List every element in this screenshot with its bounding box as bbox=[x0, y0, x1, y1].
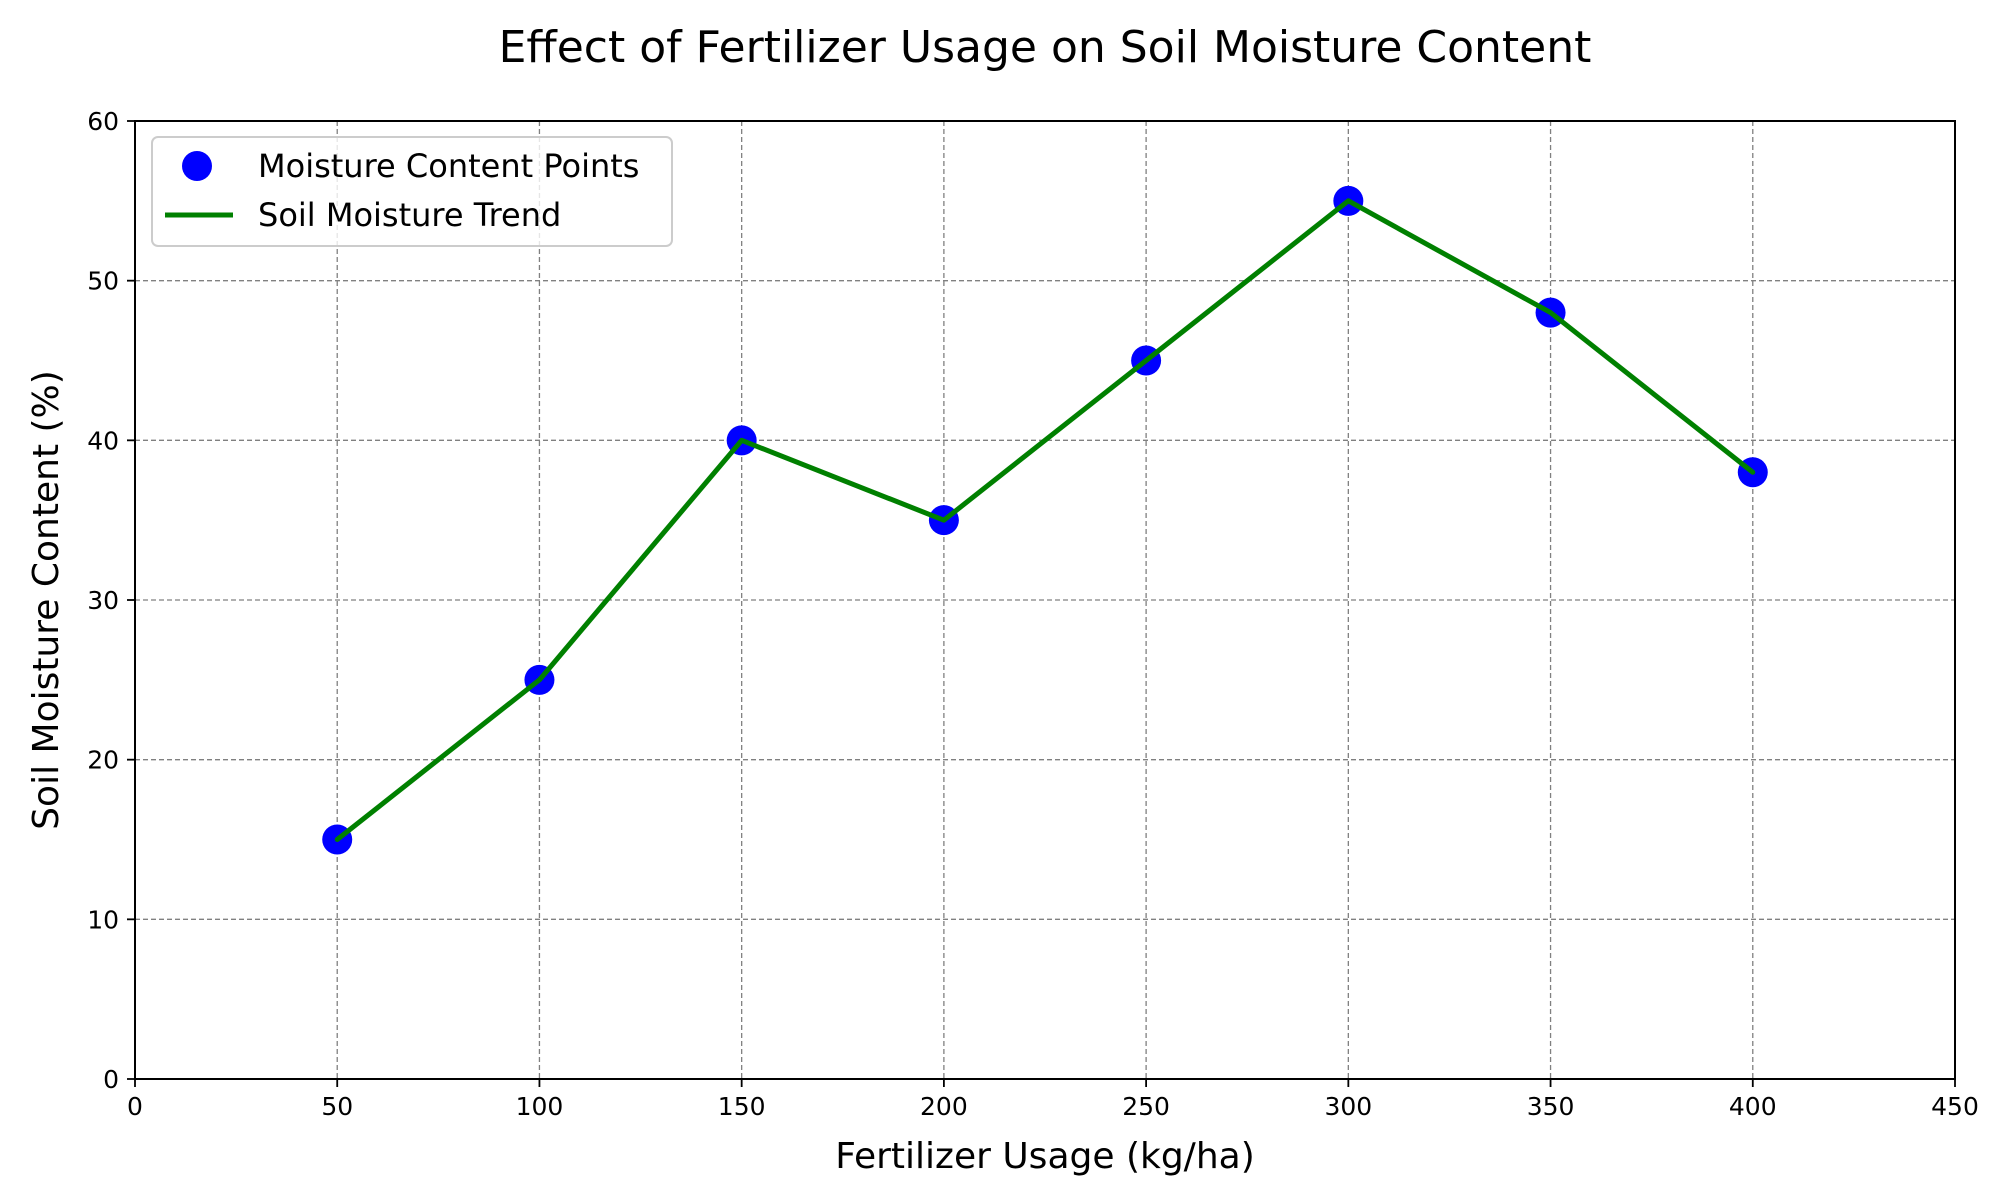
x-axis-label: Fertilizer Usage (kg/ha) bbox=[835, 1136, 1255, 1177]
y-tick-label: 40 bbox=[87, 426, 119, 455]
legend-label-scatter: Moisture Content Points bbox=[258, 147, 639, 185]
x-tick-label: 250 bbox=[1122, 1092, 1170, 1121]
x-tick-label: 100 bbox=[516, 1092, 564, 1121]
y-tick-label: 20 bbox=[87, 746, 119, 775]
x-tick-label: 450 bbox=[1931, 1092, 1979, 1121]
legend-box bbox=[151, 136, 673, 247]
legend: Moisture Content Points Soil Moisture Tr… bbox=[151, 136, 673, 247]
y-axis-label: Soil Moisture Content (%) bbox=[26, 370, 67, 830]
y-tick-label: 60 bbox=[87, 107, 119, 136]
x-tick-label: 50 bbox=[321, 1092, 353, 1121]
legend-scatter-marker bbox=[182, 151, 212, 181]
chart-title: Effect of Fertilizer Usage on Soil Moist… bbox=[499, 22, 1592, 73]
x-tick-label: 400 bbox=[1729, 1092, 1777, 1121]
y-tick-label: 50 bbox=[87, 267, 119, 296]
tick-layer: 0 50 100 150 200 250 300 350 400 450 0 10 20 30 40 50 60 bbox=[87, 107, 1979, 1121]
x-tick-label: 0 bbox=[127, 1092, 143, 1121]
legend-label-line: Soil Moisture Trend bbox=[258, 196, 561, 234]
y-tick-label: 0 bbox=[103, 1065, 119, 1094]
y-tick-label: 30 bbox=[87, 586, 119, 615]
series-layer bbox=[322, 185, 1768, 855]
trend-line bbox=[334, 198, 1756, 842]
x-tick-label: 200 bbox=[920, 1092, 968, 1121]
x-tick-label: 350 bbox=[1527, 1092, 1575, 1121]
y-tick-label: 10 bbox=[87, 905, 119, 934]
grid-layer bbox=[135, 121, 1955, 1079]
x-tick-label: 150 bbox=[718, 1092, 766, 1121]
x-tick-label: 300 bbox=[1324, 1092, 1372, 1121]
